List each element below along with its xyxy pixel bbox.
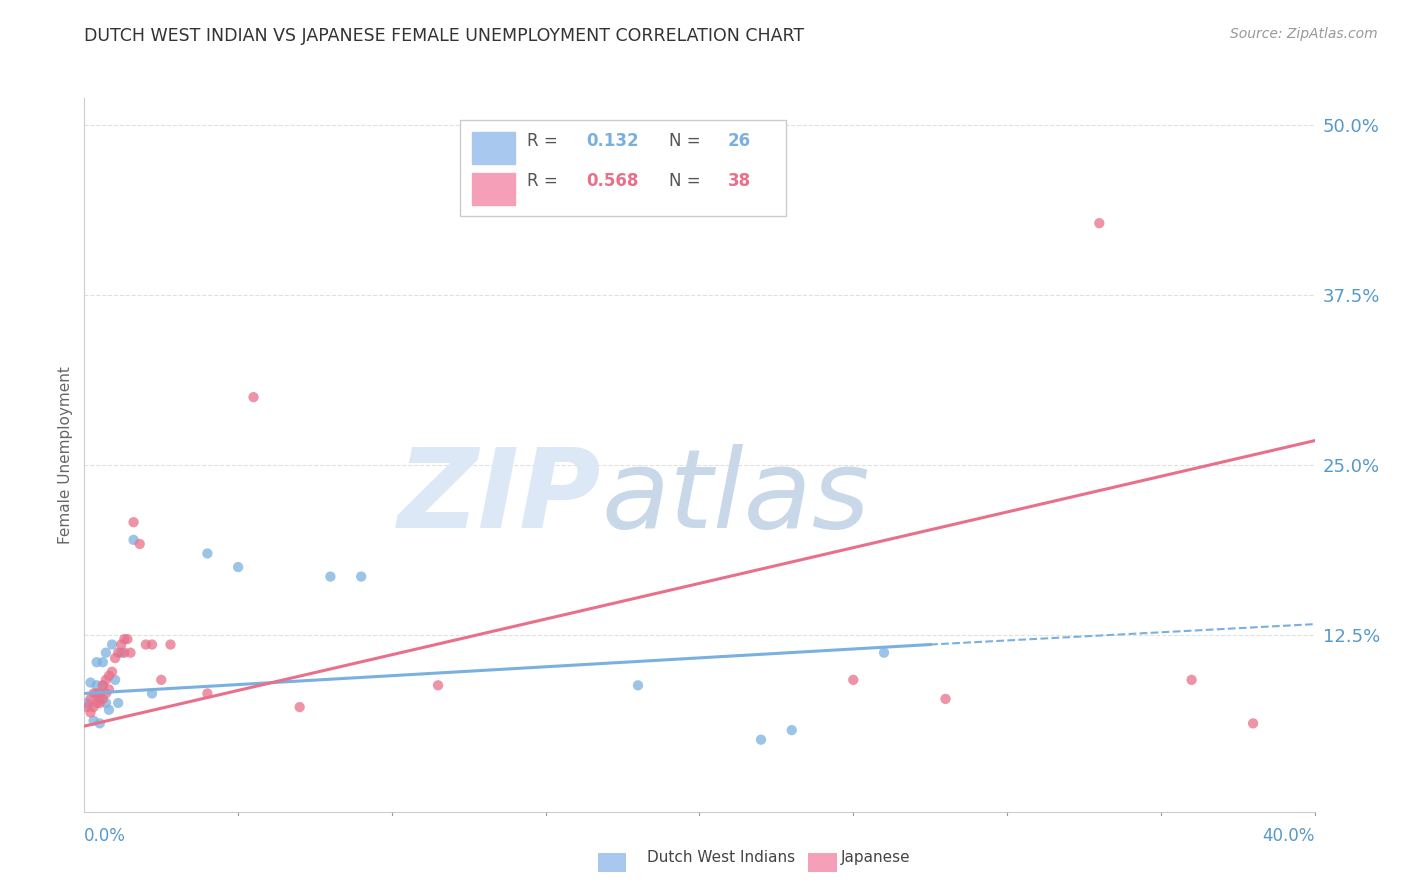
Point — [112, 632, 135, 646]
Point — [141, 686, 163, 700]
Point — [104, 651, 127, 665]
Point — [159, 638, 181, 652]
Point — [1088, 216, 1111, 230]
Point — [1181, 673, 1204, 687]
FancyBboxPatch shape — [460, 120, 786, 216]
Point — [288, 700, 311, 714]
Point — [83, 700, 105, 714]
Text: N =: N = — [669, 132, 706, 150]
Point — [427, 678, 450, 692]
Point — [110, 646, 132, 660]
Point — [79, 692, 101, 706]
Y-axis label: Female Unemployment: Female Unemployment — [58, 366, 73, 544]
Point — [242, 390, 264, 404]
Point — [1241, 716, 1264, 731]
Point — [319, 569, 342, 583]
Point — [91, 678, 114, 692]
Text: 26: 26 — [728, 132, 751, 150]
Point — [150, 673, 173, 687]
Point — [83, 686, 105, 700]
Point — [86, 678, 108, 692]
Point — [128, 537, 150, 551]
Point — [104, 673, 127, 687]
Point — [76, 700, 98, 714]
Point — [141, 638, 163, 652]
Point — [91, 692, 114, 706]
Point — [101, 638, 124, 652]
Text: 40.0%: 40.0% — [1263, 827, 1315, 845]
Text: Dutch West Indians: Dutch West Indians — [647, 850, 794, 865]
Text: Japanese: Japanese — [841, 850, 911, 865]
FancyBboxPatch shape — [472, 173, 515, 205]
Point — [86, 655, 108, 669]
Point — [350, 569, 373, 583]
Text: Source: ZipAtlas.com: Source: ZipAtlas.com — [1230, 27, 1378, 41]
Point — [107, 696, 129, 710]
Point — [873, 646, 896, 660]
Point — [79, 706, 101, 720]
Point — [86, 696, 108, 710]
Point — [94, 696, 117, 710]
Point — [110, 638, 132, 652]
Point — [935, 692, 957, 706]
Text: 0.568: 0.568 — [586, 171, 638, 190]
Point — [122, 515, 145, 529]
Point — [197, 686, 219, 700]
Point — [91, 655, 114, 669]
Point — [226, 560, 249, 574]
Point — [98, 682, 121, 697]
Point — [122, 533, 145, 547]
Point — [197, 546, 219, 560]
Point — [76, 696, 98, 710]
Text: 38: 38 — [728, 171, 751, 190]
Text: atlas: atlas — [602, 444, 870, 551]
Point — [749, 732, 772, 747]
Point — [94, 673, 117, 687]
Point — [79, 675, 101, 690]
Point — [107, 646, 129, 660]
Point — [120, 646, 142, 660]
Point — [89, 716, 111, 731]
Text: 0.132: 0.132 — [586, 132, 638, 150]
Point — [89, 696, 111, 710]
Point — [89, 686, 111, 700]
Point — [94, 646, 117, 660]
Point — [101, 665, 124, 679]
Point — [98, 703, 121, 717]
Point — [91, 678, 114, 692]
Point — [117, 632, 139, 646]
Text: N =: N = — [669, 171, 706, 190]
Text: 0.0%: 0.0% — [84, 827, 127, 845]
Point — [842, 673, 865, 687]
FancyBboxPatch shape — [472, 132, 515, 164]
Point — [86, 686, 108, 700]
Point — [627, 678, 650, 692]
Point — [780, 723, 803, 738]
Point — [94, 686, 117, 700]
Point — [98, 669, 121, 683]
Text: ZIP: ZIP — [398, 444, 602, 551]
Point — [135, 638, 157, 652]
Point — [112, 646, 135, 660]
Point — [83, 714, 105, 728]
Text: DUTCH WEST INDIAN VS JAPANESE FEMALE UNEMPLOYMENT CORRELATION CHART: DUTCH WEST INDIAN VS JAPANESE FEMALE UNE… — [84, 27, 804, 45]
Text: R =: R = — [527, 171, 564, 190]
Point — [89, 692, 111, 706]
Text: R =: R = — [527, 132, 564, 150]
